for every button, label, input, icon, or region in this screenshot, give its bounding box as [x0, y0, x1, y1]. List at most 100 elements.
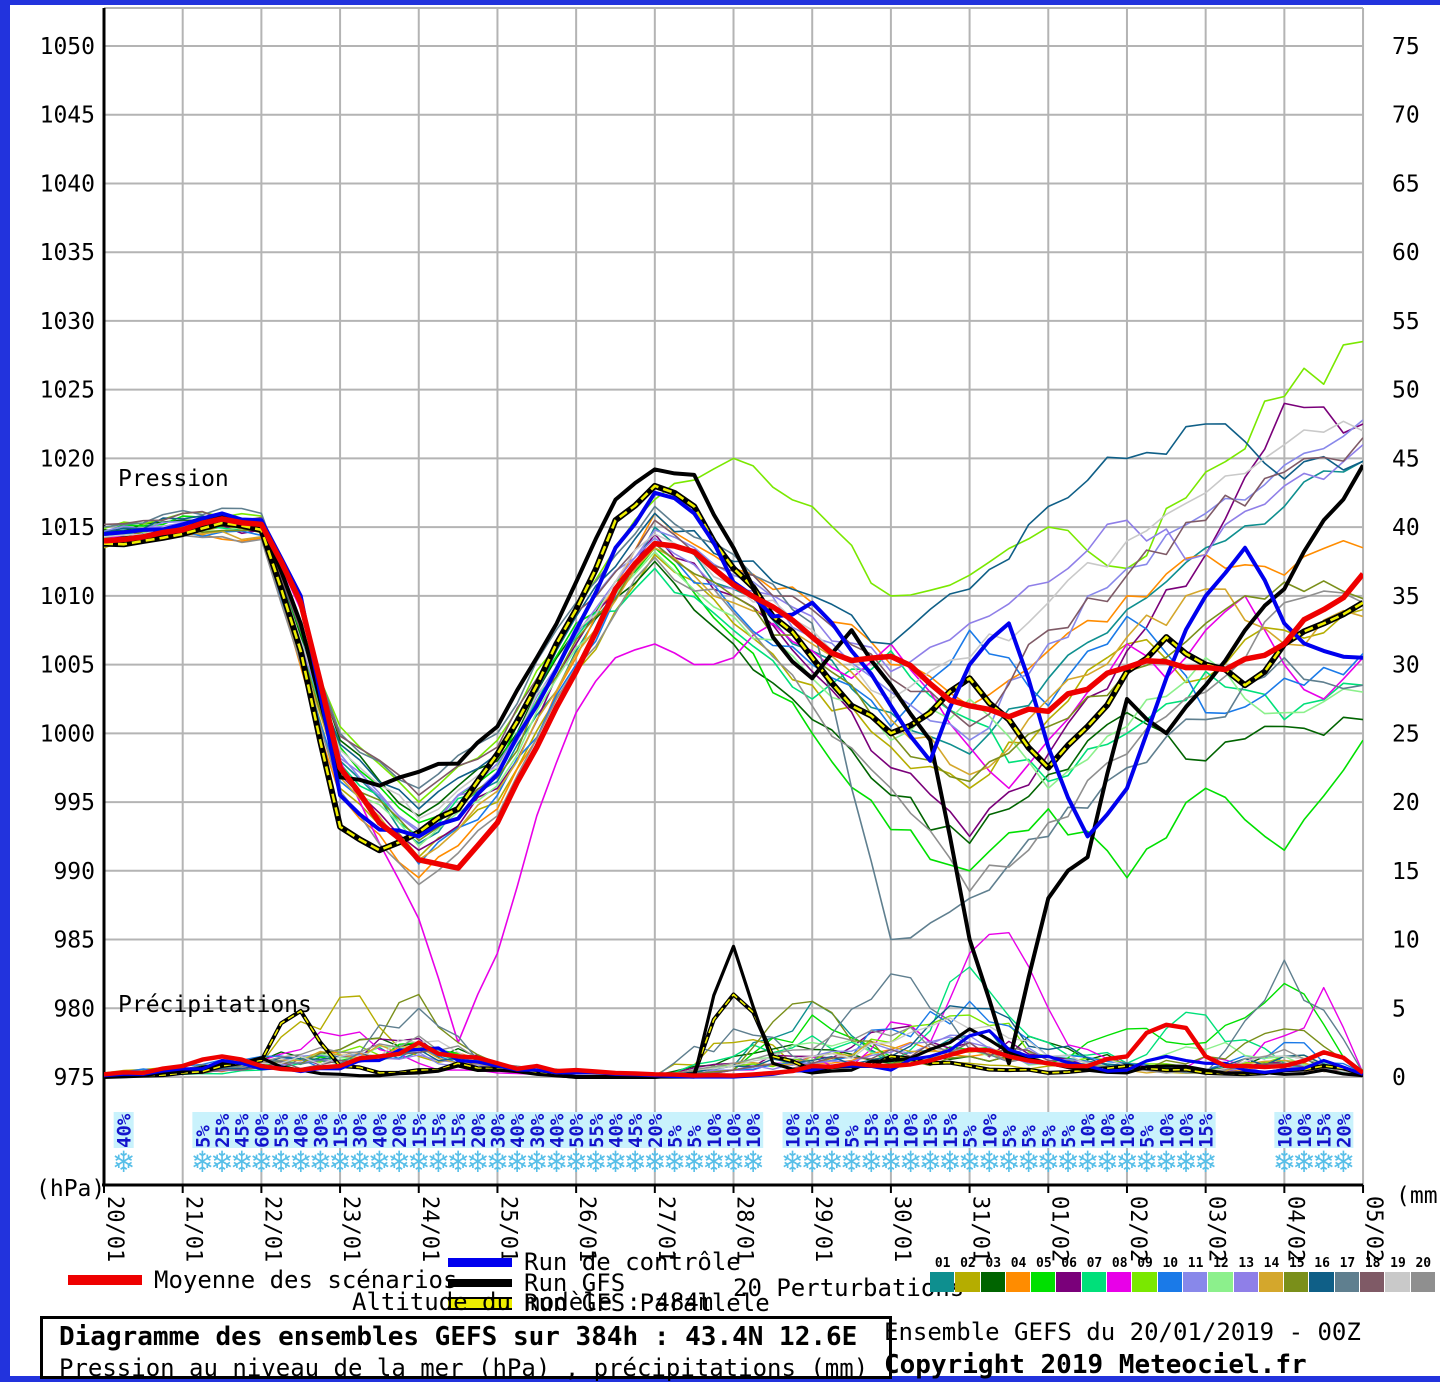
- snowflake-icon: ❄: [114, 1142, 133, 1180]
- perturbation-swatch-15: [1284, 1272, 1309, 1292]
- perturbation-number-16: 16: [1314, 1256, 1330, 1271]
- snow-highlight: [192, 1112, 213, 1148]
- snow-highlight: [920, 1112, 941, 1148]
- snow-probability-label: 5%: [1058, 1125, 1080, 1148]
- svg-text:990: 990: [53, 859, 95, 885]
- snowflake-icon: ❄: [704, 1142, 723, 1180]
- snow-highlight: [684, 1112, 705, 1148]
- snowflake-icon: ❄: [291, 1142, 310, 1180]
- snowflake-icon: ❄: [1058, 1142, 1077, 1180]
- perturbation-number-07: 07: [1086, 1256, 1103, 1271]
- snow-probability-label: 5%: [842, 1125, 864, 1148]
- snowflake-icon: ❄: [488, 1142, 507, 1180]
- series-gfs: [104, 464, 1363, 1066]
- date-label: 20/01: [102, 1196, 127, 1262]
- perturbation-swatch-09: [1132, 1272, 1157, 1292]
- perturbation-number-09: 09: [1137, 1256, 1153, 1271]
- snowflake-icon: ❄: [1294, 1142, 1313, 1180]
- snow-highlight: [526, 1112, 547, 1148]
- snow-probability-label: 15%: [881, 1113, 903, 1148]
- altitude-note: Altitude du modèle : 484m: [352, 1288, 714, 1316]
- snowflake-icon: ❄: [370, 1142, 389, 1180]
- date-label: 03/02: [1204, 1196, 1229, 1262]
- snow-highlight: [861, 1112, 882, 1148]
- snow-highlight: [821, 1112, 842, 1148]
- snowflake-icon: ❄: [212, 1142, 231, 1180]
- snow-highlight: [625, 1112, 646, 1148]
- svg-text:20: 20: [1392, 790, 1420, 816]
- parallel-line-swatch: [448, 1296, 512, 1310]
- snowflake-icon: ❄: [193, 1142, 212, 1180]
- snow-probability-label: 55%: [271, 1113, 293, 1148]
- snowflake-icon: ❄: [1334, 1142, 1353, 1180]
- pressure-axis-unit: (hPa): [36, 1176, 105, 1202]
- snow-probability-label: 20%: [468, 1113, 490, 1148]
- snowflake-icon: ❄: [724, 1142, 743, 1180]
- snow-probability-label: 20%: [389, 1113, 411, 1148]
- svg-text:985: 985: [53, 928, 95, 954]
- snow-highlight: [251, 1112, 272, 1148]
- snowflake-icon: ❄: [1078, 1142, 1097, 1180]
- date-label: 26/01: [574, 1196, 599, 1262]
- svg-text:65: 65: [1392, 171, 1420, 197]
- perturbations-label: 20 Perturbations: [733, 1274, 965, 1302]
- snow-probability-label: 40%: [114, 1113, 136, 1148]
- svg-text:25: 25: [1392, 721, 1420, 747]
- snowflake-icon: ❄: [1157, 1142, 1176, 1180]
- perturbation-swatch-04: [1005, 1272, 1031, 1292]
- control-line-swatch: [448, 1257, 512, 1267]
- legend-mean: Moyenne des scénarios: [68, 1266, 457, 1294]
- perturbation-swatch-14: [1258, 1272, 1284, 1292]
- series-lines: [104, 340, 1363, 1079]
- snow-probability-label: 10%: [1078, 1113, 1100, 1148]
- snow-highlight: [585, 1112, 606, 1148]
- snowflake-icon: ❄: [1314, 1142, 1333, 1180]
- date-label: 25/01: [495, 1196, 520, 1262]
- snow-probability-label: 15%: [940, 1113, 962, 1148]
- series-mean: [104, 516, 1363, 871]
- snowflake-icon: ❄: [1039, 1142, 1058, 1180]
- snowflake-icon: ❄: [842, 1142, 861, 1180]
- snow-probability-label: 10%: [979, 1113, 1001, 1148]
- snowflake-icon: ❄: [999, 1142, 1018, 1180]
- snow-highlight: [703, 1112, 724, 1148]
- snowflake-icon: ❄: [822, 1142, 841, 1180]
- snow-highlight: [605, 1112, 626, 1148]
- snow-highlight: [959, 1112, 980, 1148]
- snow-highlight: [644, 1112, 665, 1148]
- snow-highlight: [841, 1112, 862, 1148]
- snow-probability-label: 20%: [1333, 1113, 1355, 1148]
- snowflake-icon: ❄: [330, 1142, 349, 1180]
- date-label: 28/01: [732, 1196, 757, 1262]
- snow-highlight: [1097, 1112, 1118, 1148]
- perturbation-number-08: 08: [1111, 1256, 1128, 1271]
- snow-highlight: [802, 1112, 823, 1148]
- snow-probability-label: 55%: [586, 1113, 608, 1148]
- snowflake-icon: ❄: [252, 1142, 271, 1180]
- legend-parallel: Run GFS Parallele: [448, 1289, 770, 1317]
- chart-subtitle: Pression au niveau de la mer (hPa) , pré…: [59, 1354, 869, 1382]
- snow-probability-label: 30%: [350, 1113, 372, 1148]
- snow-probability-label: 10%: [901, 1113, 923, 1148]
- chart-title: Diagramme des ensembles GEFS sur 384h : …: [59, 1322, 858, 1352]
- snowflake-icon: ❄: [1098, 1142, 1117, 1180]
- date-label: 24/01: [417, 1196, 442, 1262]
- perturbation-number-19: 19: [1390, 1256, 1406, 1271]
- snow-highlight: [1274, 1112, 1295, 1148]
- svg-text:1025: 1025: [40, 378, 95, 404]
- snow-probability-label: 10%: [1097, 1113, 1119, 1148]
- snow-probability-label: 40%: [369, 1113, 391, 1148]
- precip-p20: [104, 1026, 1363, 1077]
- snow-highlight: [1333, 1112, 1354, 1148]
- perturbation-swatch-08: [1107, 1272, 1132, 1292]
- snow-probability-label: 15%: [1196, 1113, 1218, 1148]
- snow-probability-label: 60%: [251, 1113, 273, 1148]
- snow-highlight: [939, 1112, 960, 1148]
- snow-highlight: [1038, 1112, 1059, 1148]
- snowflake-icon: ❄: [901, 1142, 920, 1180]
- snow-probability-label: 5%: [192, 1125, 214, 1148]
- snow-highlight: [310, 1112, 331, 1148]
- snow-probability-label: 50%: [566, 1113, 588, 1148]
- snowflake-icon: ❄: [803, 1142, 822, 1180]
